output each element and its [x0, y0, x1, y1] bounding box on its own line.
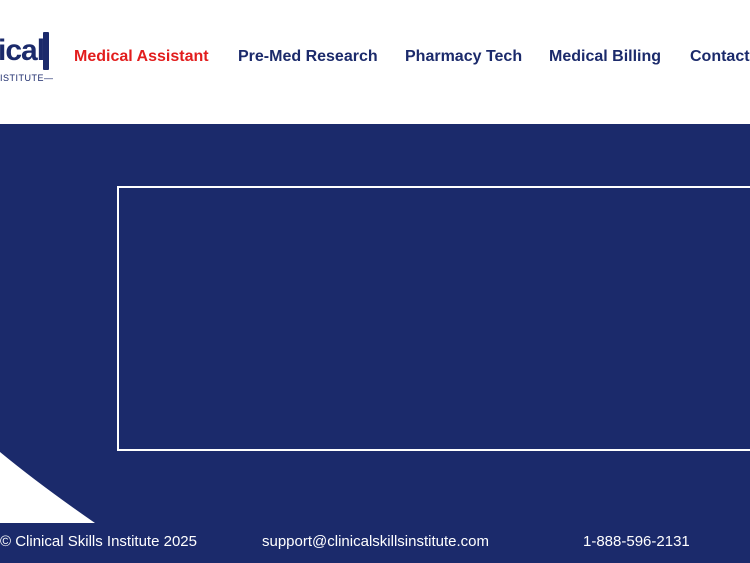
- logo-subtext: ISTITUTE—: [0, 73, 54, 83]
- hero-frame: [117, 186, 750, 451]
- logo-text: ical: [0, 34, 45, 67]
- decorative-shape: [0, 452, 95, 523]
- logo-bar-icon: [43, 32, 49, 70]
- nav-pre-med-research[interactable]: Pre-Med Research: [238, 48, 378, 65]
- site-header: ical ISTITUTE— Medical Assistant Pre-Med…: [0, 0, 750, 124]
- nav-pharmacy-tech[interactable]: Pharmacy Tech: [405, 48, 523, 65]
- nav-contact[interactable]: Contact: [690, 48, 750, 65]
- nav-medical-assistant[interactable]: Medical Assistant: [74, 48, 209, 65]
- nav-medical-billing[interactable]: Medical Billing: [549, 48, 662, 65]
- footer-phone[interactable]: 1-888-596-2131: [583, 533, 690, 550]
- hero-section: [0, 124, 750, 563]
- footer-email[interactable]: support@clinicalskillsinstitute.com: [262, 533, 489, 550]
- footer-copyright: © Clinical Skills Institute 2025: [0, 533, 197, 550]
